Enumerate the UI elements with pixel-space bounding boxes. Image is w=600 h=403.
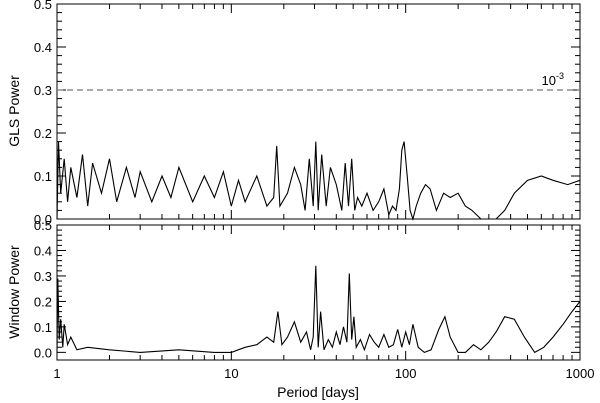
y-tick-label: 0.1 — [34, 320, 52, 335]
y-tick-label: 0.4 — [34, 243, 52, 258]
y-tick-label: 0.1 — [34, 169, 52, 184]
fap-threshold-exponent: -3 — [556, 71, 564, 81]
fap-threshold-label: 10-3 — [542, 71, 564, 88]
y-tick-label: 0.5 — [34, 0, 52, 12]
fap-threshold-base: 10 — [542, 73, 556, 88]
x-tick-labels: 1 10 100 1000 — [53, 366, 594, 381]
y-tick-label: 0.0 — [34, 212, 52, 227]
y-tick-label: 0.2 — [34, 294, 52, 309]
gls-y-tick-labels: 0.0 0.1 0.2 0.3 0.4 0.5 — [34, 0, 52, 227]
window-y-tick-labels: 0.0 0.1 0.2 0.3 0.4 0.5 — [34, 218, 52, 360]
y-tick-label: 0.0 — [34, 345, 52, 360]
gls-power-series-line — [56, 141, 581, 221]
window-power-panel: 0.0 0.1 0.2 0.3 0.4 0.5 1 10 100 1000 Window Pow… — [6, 218, 594, 400]
x-tick-label: 10 — [224, 366, 238, 381]
y-tick-label: 0.3 — [34, 269, 52, 284]
y-tick-label: 0.4 — [34, 40, 52, 55]
gls-panel-frame — [56, 3, 581, 220]
gls-ticks — [56, 3, 580, 220]
y-tick-label: 0.3 — [34, 83, 52, 98]
x-tick-label: 100 — [395, 366, 417, 381]
y-tick-label: 0.2 — [34, 126, 52, 141]
gls-power-panel: 10-3 0.0 0.1 0.2 0.3 0.4 0.5 GLS Power — [6, 0, 581, 227]
window-y-axis-label: Window Power — [6, 245, 22, 339]
gls-y-axis-label: GLS Power — [6, 75, 22, 147]
x-tick-label: 1 — [53, 366, 60, 381]
window-panel-frame — [56, 224, 581, 361]
y-tick-label: 0.5 — [34, 218, 52, 233]
window-power-series-line — [56, 265, 581, 354]
x-tick-label: 1000 — [566, 366, 595, 381]
x-axis-label: Period [days] — [277, 384, 359, 400]
